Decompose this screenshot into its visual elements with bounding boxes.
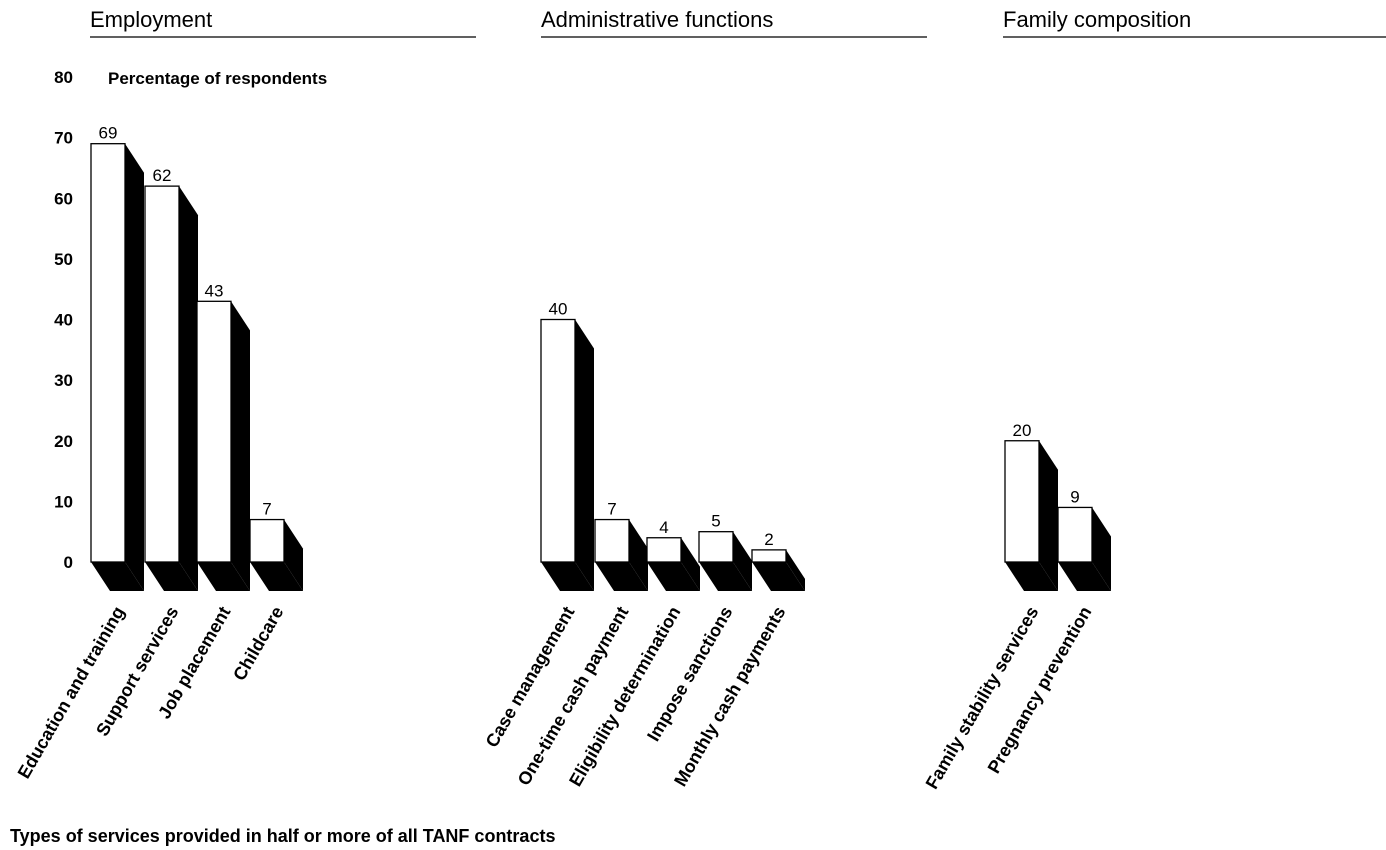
bar-side-monthly-cash-payments xyxy=(786,549,805,591)
value-label-childcare: 7 xyxy=(262,500,271,519)
bar-shadow-eligibility-determination xyxy=(647,562,700,591)
y-tick-label: 40 xyxy=(54,311,73,330)
y-tick-label: 20 xyxy=(54,432,73,451)
bar-shadow-monthly-cash-payments xyxy=(752,562,805,591)
bar-side-education-and-training xyxy=(125,143,144,591)
bar-family-stability-services xyxy=(1004,440,1040,563)
value-label-eligibility-determination: 4 xyxy=(659,518,668,537)
category-label-childcare: Childcare xyxy=(229,603,287,684)
value-label-monthly-cash-payments: 2 xyxy=(764,530,773,549)
x-axis-title: Types of services provided in half or mo… xyxy=(10,826,556,846)
bar-support-services xyxy=(144,185,180,563)
y-tick-label: 30 xyxy=(54,371,73,390)
bar-shadow-job-placement xyxy=(197,562,250,591)
value-label-job-placement: 43 xyxy=(205,281,224,300)
y-axis: 0 10 20 30 40 50 60 70 80 xyxy=(54,68,73,572)
y-tick-label: 60 xyxy=(54,189,73,208)
bar-impose-sanctions xyxy=(698,531,734,563)
bar-side-family-stability-services xyxy=(1039,440,1058,591)
bar-side-pregnancy-prevention xyxy=(1092,507,1111,591)
bar-side-impose-sanctions xyxy=(733,531,752,591)
bar-one-time-cash-payment xyxy=(594,518,630,563)
value-label-education-and-training: 69 xyxy=(99,124,118,143)
category-label-education-and-training: Education and training xyxy=(14,603,129,782)
y-tick-label: 50 xyxy=(54,250,73,269)
y-axis-title: Percentage of respondents xyxy=(108,69,327,88)
bar-eligibility-determination xyxy=(646,537,682,563)
bar-pregnancy-prevention xyxy=(1057,506,1093,563)
category-label-pregnancy-prevention: Pregnancy prevention xyxy=(984,603,1096,777)
group-title-administrative-functions: Administrative functions xyxy=(541,7,773,32)
group-titles: Employment Administrative functions Family… xyxy=(90,7,1386,38)
value-label-support-services: 62 xyxy=(153,166,172,185)
bar-side-eligibility-determination xyxy=(681,537,700,591)
value-label-family-stability-services: 20 xyxy=(1013,421,1032,440)
y-tick-label: 0 xyxy=(64,553,73,572)
bar-monthly-cash-payments xyxy=(751,549,787,563)
bar-case-management xyxy=(540,318,576,563)
value-label-impose-sanctions: 5 xyxy=(711,512,720,531)
bar-childcare xyxy=(249,518,285,563)
bar-job-placement xyxy=(196,300,232,563)
bar-shadow-one-time-cash-payment xyxy=(595,562,648,591)
y-tick-label: 10 xyxy=(54,492,73,511)
bar-side-childcare xyxy=(284,519,303,591)
y-tick-label: 70 xyxy=(54,129,73,148)
group-title-employment: Employment xyxy=(90,7,212,32)
bar-side-one-time-cash-payment xyxy=(629,519,648,591)
y-tick-label: 80 xyxy=(54,68,73,87)
bar-shadow-support-services xyxy=(145,562,198,591)
bar-shadow-impose-sanctions xyxy=(699,562,752,591)
bar-shadow-family-stability-services xyxy=(1005,562,1058,591)
value-label-case-management: 40 xyxy=(549,300,568,319)
value-label-one-time-cash-payment: 7 xyxy=(607,500,616,519)
group-title-family-composition: Family composition xyxy=(1003,7,1191,32)
bar-side-support-services xyxy=(179,186,198,591)
bar-shadow-pregnancy-prevention xyxy=(1058,562,1111,591)
bar-shadow-education-and-training xyxy=(91,562,144,591)
bar-shadow-case-management xyxy=(541,562,594,591)
bar-side-job-placement xyxy=(231,301,250,591)
bar-side-case-management xyxy=(575,319,594,591)
bar-education-and-training xyxy=(90,143,126,563)
bar-shadow-childcare xyxy=(250,562,303,591)
value-label-pregnancy-prevention: 9 xyxy=(1070,487,1079,506)
